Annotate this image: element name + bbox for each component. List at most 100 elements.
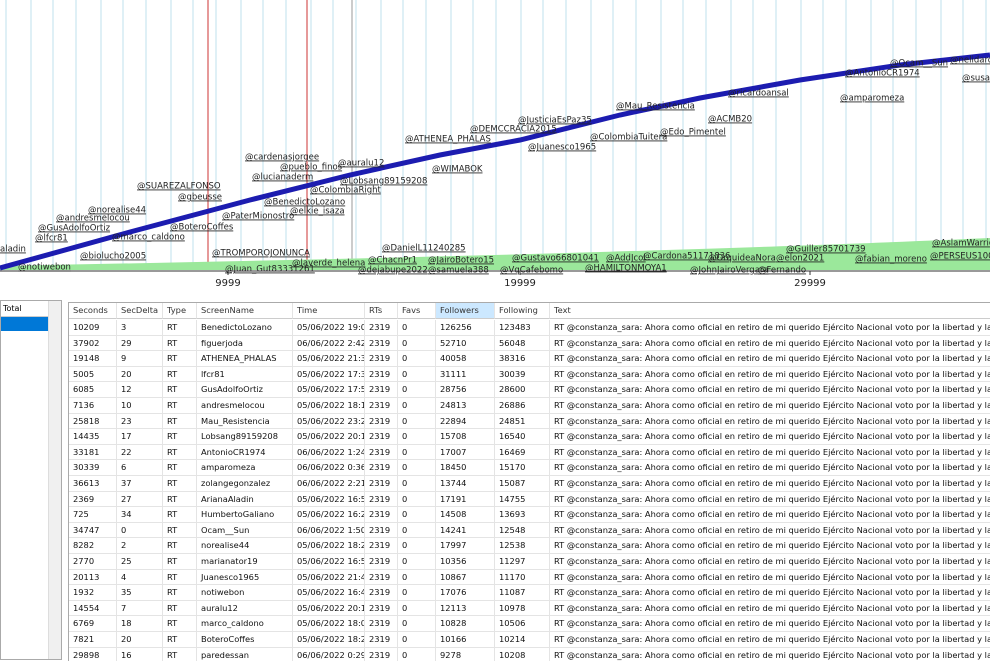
scrollbar[interactable] (48, 301, 61, 659)
table-cell: 0 (398, 351, 436, 367)
table-cell: 24813 (436, 398, 495, 414)
table-cell: 0 (398, 444, 436, 461)
table-cell: 16540 (495, 429, 550, 445)
user-label: @PERSEUS1007 (930, 252, 990, 262)
table-cell: Juanesco1965 (197, 569, 293, 586)
table-cell: amparomeza (197, 460, 293, 476)
table-cell: RT (163, 398, 197, 414)
table-cell: 05/06/2022 18:10 (293, 398, 365, 414)
user-label: @Lobsang89159208 (340, 177, 427, 187)
table-cell: RT @constanza_sara: Ahora como oficial e… (550, 554, 990, 570)
table-cell: 2319 (365, 491, 398, 508)
user-label: @elkie_isaza (290, 207, 345, 217)
column-header[interactable]: Favs (398, 303, 436, 319)
panel-header[interactable]: Total (1, 301, 61, 317)
table-cell: 29898 (69, 647, 117, 661)
user-label: @elon2021 (776, 254, 824, 264)
table-cell: RT (163, 429, 197, 445)
user-label: @AslamWarrior (932, 239, 990, 249)
user-label: @samuela388 (428, 266, 489, 276)
user-label: @nelidard (950, 56, 990, 66)
table-cell: 0 (398, 569, 436, 586)
table-cell: 8282 (69, 538, 117, 554)
table-cell: 37902 (69, 335, 117, 352)
table-cell: 2319 (365, 429, 398, 445)
user-label: @fabian_moreno (855, 255, 927, 265)
user-label: @Juanesco1965 (528, 143, 596, 153)
column-header[interactable]: Followers (436, 303, 495, 319)
user-label: @biolucho2005 (80, 252, 146, 262)
x-tick-label: 9999 (215, 278, 240, 289)
selected-row[interactable] (1, 317, 61, 331)
table-cell: BoteroCoffes (197, 632, 293, 648)
table-cell: 05/06/2022 17:52 (293, 382, 365, 398)
table-cell: 18 (117, 616, 163, 632)
table-cell: 05/06/2022 20:11 (293, 429, 365, 445)
table-cell: 16 (117, 647, 163, 661)
table-cell: 35 (117, 585, 163, 601)
column-header[interactable]: Following (495, 303, 550, 319)
column-header[interactable]: Type (163, 303, 197, 319)
table-cell: RT (163, 320, 197, 336)
table-cell: RT @constanza_sara: Ahora como oficial e… (550, 351, 990, 367)
table-cell: 2319 (365, 351, 398, 367)
table-cell: 123483 (495, 320, 550, 336)
table-cell: 2319 (365, 507, 398, 523)
user-label: @Cardona51171836 (643, 252, 730, 262)
table-cell: 05/06/2022 16:43 (293, 585, 365, 601)
table-cell: HumbertoGaliano (197, 507, 293, 523)
column-header[interactable]: Time (293, 303, 365, 319)
table-cell: RT @constanza_sara: Ahora como oficial e… (550, 492, 990, 508)
column-header[interactable]: Text (550, 303, 990, 319)
table-cell: 34747 (69, 522, 117, 539)
table-cell: 05/06/2022 21:30 (293, 351, 365, 367)
table-cell: 05/06/2022 18:03 (293, 616, 365, 632)
table-cell: RT (163, 569, 197, 586)
table-cell: RT (163, 491, 197, 508)
column-header[interactable]: Seconds (69, 303, 117, 319)
table-cell: 05/06/2022 21:46 (293, 569, 365, 586)
table-cell: 27 (117, 491, 163, 508)
table-cell: 10978 (495, 600, 550, 617)
table-cell: 2319 (365, 600, 398, 617)
table-cell: 19148 (69, 351, 117, 367)
table-cell: RT (163, 538, 197, 554)
table-cell: RT @constanza_sara: Ahora como oficial e… (550, 632, 990, 648)
table-cell: 7 (117, 600, 163, 617)
user-label: @OrquideaNora (708, 254, 776, 264)
table-cell: 15087 (495, 476, 550, 492)
x-tick-label: 29999 (794, 278, 826, 289)
table-cell: RT @constanza_sara: Ahora como oficial e… (550, 507, 990, 523)
user-label: @Juan_Gut83331261 (225, 265, 315, 275)
table-cell: 26886 (495, 398, 550, 414)
table-cell: RT (163, 647, 197, 661)
column-header[interactable]: SecDelta (117, 303, 163, 319)
table-cell: 7821 (69, 632, 117, 648)
table-cell: 2319 (365, 522, 398, 539)
user-label: @andresmelocou (56, 214, 130, 224)
table-cell: 6 (117, 460, 163, 476)
table-cell: GusAdolfoOrtiz (197, 382, 293, 398)
table-cell: RT @constanza_sara: Ahora como oficial e… (550, 320, 990, 336)
table-cell: 2319 (365, 585, 398, 601)
user-label: @amparomeza (840, 94, 904, 104)
table-cell: 10506 (495, 616, 550, 632)
table-cell: 05/06/2022 19:01 (293, 320, 365, 336)
table-cell: 20113 (69, 569, 117, 586)
table-cell: 2319 (365, 444, 398, 461)
table-cell: 0 (398, 647, 436, 661)
table-cell: 0 (398, 616, 436, 632)
column-header[interactable]: ScreenName (197, 303, 293, 319)
user-label: @Ocam__Sun (890, 59, 948, 69)
user-label: @WIMABOK (432, 165, 483, 175)
user-label: @susa (962, 74, 990, 84)
table-cell: 0 (398, 460, 436, 476)
table-cell: 0 (398, 538, 436, 554)
table-cell: AntonioCR1974 (197, 444, 293, 461)
table-cell: RT @constanza_sara: Ahora como oficial e… (550, 616, 990, 632)
table-cell: 10166 (436, 632, 495, 648)
table-cell: 1932 (69, 585, 117, 601)
table-cell: 06/06/2022 1:50 (293, 522, 365, 539)
column-header[interactable]: RTs (365, 303, 398, 319)
user-label: @TROMPOROJONUNCA (212, 249, 310, 259)
